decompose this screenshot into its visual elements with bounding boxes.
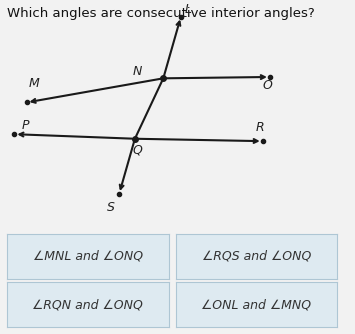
Text: M: M (28, 76, 39, 90)
Text: ∠RQN and ∠ONQ: ∠RQN and ∠ONQ (32, 298, 143, 311)
Text: ∠RQS and ∠ONQ: ∠RQS and ∠ONQ (202, 250, 311, 263)
Text: P: P (21, 119, 29, 132)
Text: Q: Q (132, 143, 142, 156)
Text: R: R (256, 121, 264, 134)
Text: Which angles are consecutive interior angles?: Which angles are consecutive interior an… (7, 7, 315, 20)
Text: ∠MNL and ∠ONQ: ∠MNL and ∠ONQ (33, 250, 143, 263)
Text: ∠ONL and ∠MNQ: ∠ONL and ∠MNQ (201, 298, 312, 311)
Text: S: S (106, 201, 114, 214)
Text: O: O (263, 78, 273, 92)
Text: N: N (133, 65, 142, 78)
Text: L: L (185, 3, 192, 16)
